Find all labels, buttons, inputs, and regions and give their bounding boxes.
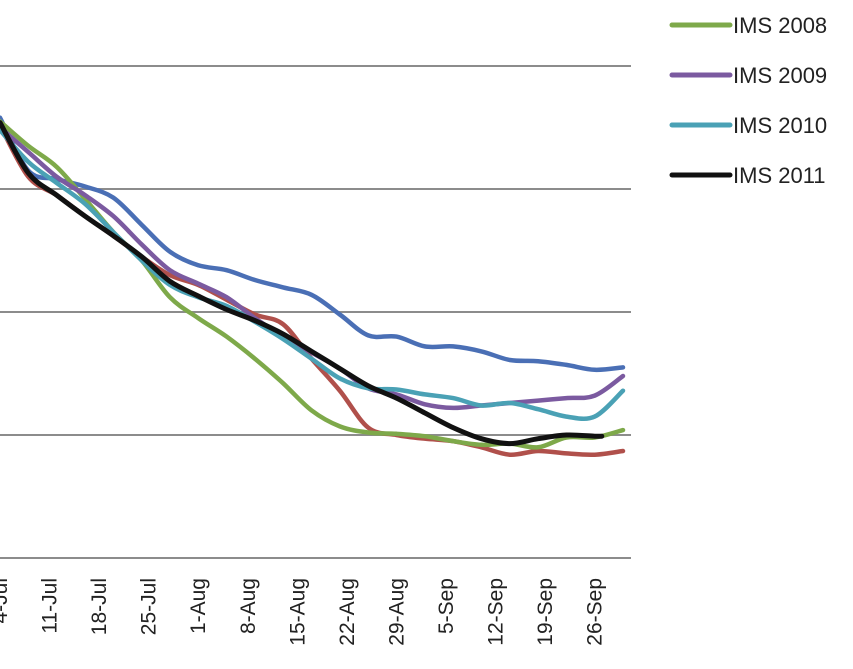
legend-label: IMS 2010 [733,113,827,138]
x-tick-label: 18-Jul [88,578,111,635]
x-tick-label: 11-Jul [39,578,62,634]
series-line-ims-2008 [0,119,626,450]
series-line-ims-2009 [0,125,626,411]
x-tick-label: 12-Sep [485,578,508,646]
legend-label: IMS 2008 [733,13,827,38]
series-line-ims-2010 [0,127,626,422]
series-lines [0,115,626,458]
series-line-unnamed-0 [0,115,626,373]
series-line-ims-2011 [0,120,605,447]
x-tick-label: 15-Aug [286,578,309,646]
legend: IMS 2008 IMS 2009 IMS 2010 IMS 2011 [669,13,827,188]
x-tick-label: 19-Sep [534,578,557,646]
x-tick-label: 8-Aug [237,578,260,634]
legend-label: IMS 2011 [733,163,826,188]
x-tick-label: 4-Jul [0,578,12,624]
x-tick-label: 26-Sep [584,578,607,646]
x-tick-label: 29-Aug [385,578,408,646]
x-tick-label: 1-Aug [187,578,210,634]
x-tick-label: 22-Aug [336,578,359,646]
x-tick-label: 5-Sep [435,578,458,634]
gridlines [0,65,631,559]
x-axis-tick-labels: 4-Jul 11-Jul 18-Jul 25-Jul 1-Aug 8-Aug 15-Aug 2… [0,578,607,646]
x-tick-label: 25-Jul [138,578,161,635]
legend-label: IMS 2009 [733,63,827,88]
